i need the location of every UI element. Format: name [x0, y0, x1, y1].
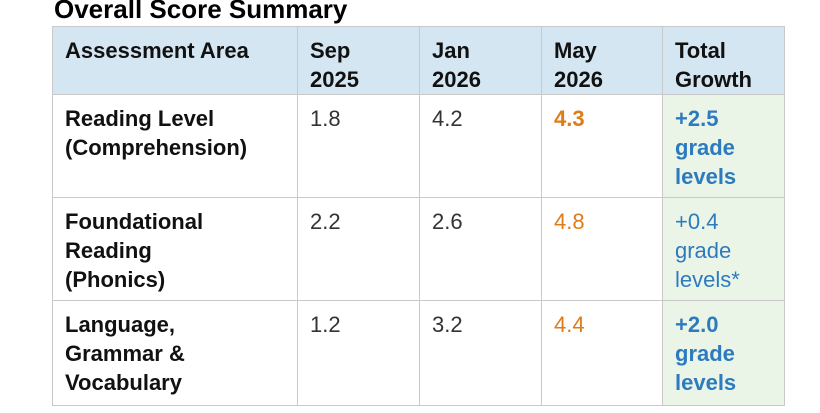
header-may-year: 2026 [554, 67, 603, 92]
row-area-cell: Foundational Reading (Phonics) [52, 197, 298, 301]
header-jan-2026: Jan 2026 [419, 26, 542, 95]
header-assessment-area-label: Assessment Area [65, 38, 249, 63]
may-score-cell: 4.3 [541, 94, 663, 198]
growth-unit: grade [675, 341, 735, 366]
growth-unit: levels [675, 164, 737, 189]
header-growth-label: Growth [675, 67, 752, 92]
header-may-month: May [554, 38, 597, 63]
area-line: (Phonics) [65, 267, 166, 292]
row-area-cell: Reading Level (Comprehension) [52, 94, 298, 198]
area-line: Reading Level [65, 106, 215, 131]
growth-unit: levels [675, 370, 737, 395]
sep-score-cell: 1.2 [297, 300, 420, 406]
header-jan-year: 2026 [432, 67, 481, 92]
table-row-language-grammar: Language, Grammar & Vocabulary 1.2 3.2 4… [52, 300, 785, 406]
header-sep-month: Sep [310, 38, 351, 63]
area-line: Reading [65, 238, 152, 263]
score-summary-table: Assessment Area Sep 2025 Jan 2026 May 20… [52, 26, 785, 406]
page-title: Overall Score Summary [54, 0, 348, 24]
growth-unit: grade [675, 238, 732, 263]
area-line: Grammar & [65, 341, 185, 366]
header-sep-2025: Sep 2025 [297, 26, 420, 95]
header-assessment-area: Assessment Area [52, 26, 298, 95]
area-line: Foundational [65, 209, 204, 234]
header-sep-year: 2025 [310, 67, 359, 92]
table-row-reading-level: Reading Level (Comprehension) 1.8 4.2 4.… [52, 94, 785, 198]
sep-score-cell: 2.2 [297, 197, 420, 301]
may-score-cell: 4.4 [541, 300, 663, 406]
table-row-foundational-reading: Foundational Reading (Phonics) 2.2 2.6 4… [52, 197, 785, 301]
may-score-cell: 4.8 [541, 197, 663, 301]
growth-cell: +2.5 grade levels [662, 94, 785, 198]
growth-unit: grade [675, 135, 735, 160]
header-may-2026: May 2026 [541, 26, 663, 95]
growth-cell: +2.0 grade levels [662, 300, 785, 406]
header-total-growth: Total Growth [662, 26, 785, 95]
growth-value: +2.5 [675, 106, 719, 131]
growth-value: +2.0 [675, 312, 719, 337]
table-header-row: Assessment Area Sep 2025 Jan 2026 May 20… [52, 26, 785, 95]
jan-score-cell: 2.6 [419, 197, 542, 301]
area-line: Language, [65, 312, 176, 337]
growth-value: +0.4 [675, 209, 719, 234]
growth-unit: levels* [675, 267, 740, 292]
area-line: Vocabulary [65, 370, 182, 395]
area-line: (Comprehension) [65, 135, 248, 160]
row-area-cell: Language, Grammar & Vocabulary [52, 300, 298, 406]
growth-cell: +0.4 grade levels* [662, 197, 785, 301]
sep-score-cell: 1.8 [297, 94, 420, 198]
header-total-label: Total [675, 38, 726, 63]
jan-score-cell: 4.2 [419, 94, 542, 198]
jan-score-cell: 3.2 [419, 300, 542, 406]
header-jan-month: Jan [432, 38, 470, 63]
